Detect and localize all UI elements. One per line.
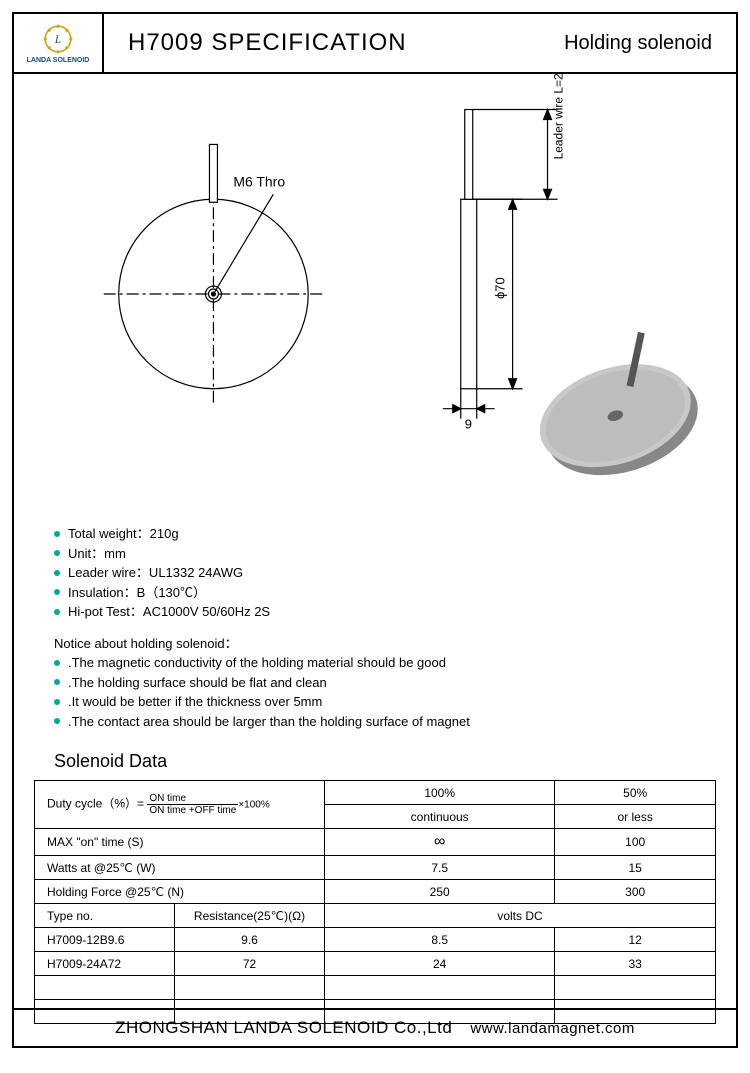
title-cell: H7009 SPECIFICATION Holding solenoid [104,14,736,72]
drawing-area: M6 Thro [14,74,736,524]
table-row: H7009-12B9.6 9.6 8.5 12 [35,928,716,952]
render-3d [527,332,712,493]
table-row [35,976,716,1000]
notice-title: Notice about holding solenoid： [54,634,696,654]
callout-label: M6 Thro [233,173,285,189]
duty-cycle-cell: Duty cycle（%）= ON time ON time +OFF time… [35,781,325,829]
spec-item: Leader wire：UL1332 24AWG [54,563,696,583]
notice-item: .It would be better if the thickness ove… [54,692,696,712]
table-row: Holding Force @25℃ (N) 250 300 [35,880,716,904]
page-title: H7009 SPECIFICATION [128,29,407,57]
table-row: Duty cycle（%）= ON time ON time +OFF time… [35,781,716,805]
bullet-icon [54,660,60,666]
spec-sheet: L LANDA SOLENOID H7009 SPECIFICATION Hol… [12,12,738,1048]
spec-item: Insulation：B（130℃） [54,583,696,603]
spec-item: Unit：mm [54,544,696,564]
notice-item: .The contact area should be larger than … [54,712,696,732]
table-row: MAX "on" time (S) ∞ 100 [35,829,716,856]
bullet-icon [54,550,60,556]
bullet-icon [54,609,60,615]
col-header: 100% [325,781,555,805]
technical-drawing: M6 Thro [14,74,736,524]
notice-item: .The holding surface should be flat and … [54,673,696,693]
logo-text: LANDA SOLENOID [27,57,90,64]
table-row: Watts at @25℃ (W) 7.5 15 [35,856,716,880]
header: L LANDA SOLENOID H7009 SPECIFICATION Hol… [14,14,736,74]
logo-icon: L [42,23,74,55]
dim-thickness: 9 [465,417,472,432]
bullet-icon [54,718,60,724]
bullet-icon [54,679,60,685]
solenoid-data-table: Duty cycle（%）= ON time ON time +OFF time… [34,780,716,1024]
dim-diameter: ϕ70 [493,277,508,299]
data-section-title: Solenoid Data [14,751,736,772]
logo-cell: L LANDA SOLENOID [14,14,104,72]
notice-item: .The magnetic conductivity of the holdin… [54,653,696,673]
svg-text:L: L [54,34,61,46]
dim-wire: Leader wire L=200mm [551,74,565,159]
specs-list: Total weight：210g Unit：mm Leader wire：UL… [14,524,736,731]
spec-item: Hi-pot Test：AC1000V 50/60Hz 2S [54,602,696,622]
bullet-icon [54,531,60,537]
footer-company: ZHONGSHAN LANDA SOLENOID Co.,Ltd [115,1018,452,1038]
page-subtitle: Holding solenoid [564,32,712,55]
bullet-icon [54,589,60,595]
bullet-icon [54,570,60,576]
spec-item: Total weight：210g [54,524,696,544]
footer-url: www.landamagnet.com [470,1020,635,1037]
footer: ZHONGSHAN LANDA SOLENOID Co.,Ltd www.lan… [14,1008,736,1046]
col-header: 50% [555,781,716,805]
bullet-icon [54,699,60,705]
table-row: Type no. Resistance(25℃)(Ω) volts DC [35,904,716,928]
table-row: H7009-24A72 72 24 33 [35,952,716,976]
